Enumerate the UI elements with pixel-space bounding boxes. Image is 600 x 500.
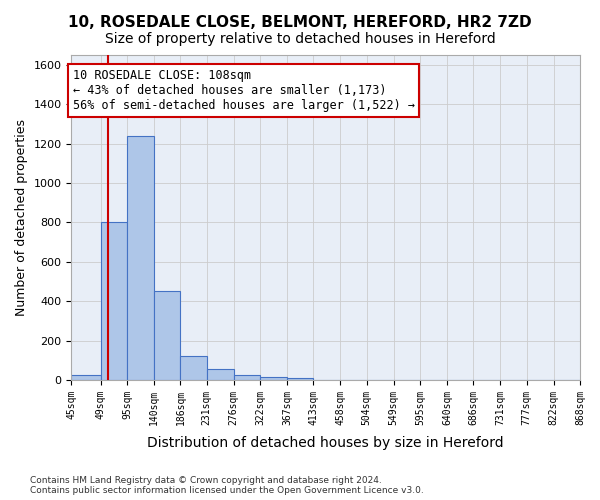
Text: 10, ROSEDALE CLOSE, BELMONT, HEREFORD, HR2 7ZD: 10, ROSEDALE CLOSE, BELMONT, HEREFORD, H…: [68, 15, 532, 30]
Bar: [207, 369, 234, 380]
Bar: [181, 356, 207, 380]
Bar: [101, 222, 127, 380]
Bar: [71, 375, 101, 380]
Bar: [287, 378, 313, 380]
Bar: [260, 377, 287, 380]
Bar: [154, 292, 181, 380]
X-axis label: Distribution of detached houses by size in Hereford: Distribution of detached houses by size …: [148, 436, 504, 450]
Bar: [234, 375, 260, 380]
Text: 10 ROSEDALE CLOSE: 108sqm
← 43% of detached houses are smaller (1,173)
56% of se: 10 ROSEDALE CLOSE: 108sqm ← 43% of detac…: [73, 69, 415, 112]
Bar: [127, 136, 154, 380]
Text: Size of property relative to detached houses in Hereford: Size of property relative to detached ho…: [104, 32, 496, 46]
Text: Contains HM Land Registry data © Crown copyright and database right 2024.
Contai: Contains HM Land Registry data © Crown c…: [30, 476, 424, 495]
Y-axis label: Number of detached properties: Number of detached properties: [15, 119, 28, 316]
